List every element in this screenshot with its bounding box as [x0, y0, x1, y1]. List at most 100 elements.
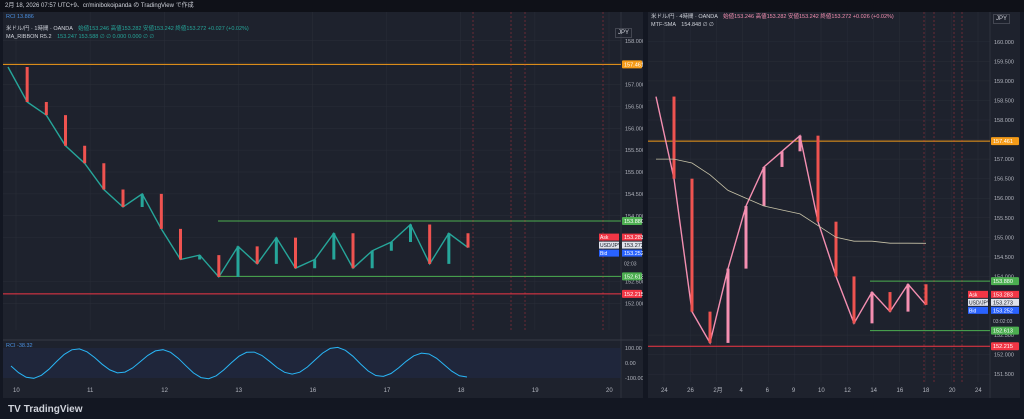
candle [726, 268, 730, 343]
candle [780, 151, 784, 167]
countdown-label: 03:02:03 [993, 319, 1013, 325]
candle [852, 276, 856, 324]
rci-line [10, 346, 468, 380]
candle [798, 135, 802, 152]
y-tick-label: 159.500 [994, 59, 1014, 65]
candle [255, 246, 259, 264]
candle [236, 246, 240, 277]
y-tick-label: 152.000 [994, 353, 1014, 359]
price-level-tag [991, 277, 1019, 286]
price-series-line [655, 96, 927, 345]
quote-tag-badge [968, 290, 988, 298]
left-chart-title: 米ドル/円 · 1時間 · OANDA 始値153.246 高値153.282 … [6, 26, 249, 33]
y-tick-label: 157.000 [625, 83, 643, 89]
candle [121, 189, 125, 207]
rci-badge: RCI 13.886 [6, 14, 34, 20]
price-level-label: 152.613 [624, 274, 643, 280]
quote-tag-value: 153.272 [624, 243, 643, 249]
rci-tick-label: -100.00 [625, 376, 643, 382]
left-title-text: 米ドル/円 · 1時間 · OANDA [6, 26, 73, 32]
left-indicator-row: MA_RIBBON R5.2 153.247 153.588 ∅ ∅ 0.000… [6, 34, 154, 41]
left-indicator-values: 153.247 153.588 ∅ ∅ 0.000 0.000 ∅ ∅ [57, 34, 155, 40]
y-tick-label: 156.000 [625, 126, 643, 132]
candle [447, 233, 451, 264]
quote-tag-value: 153.252 [993, 308, 1013, 314]
x-tick-label: 24 [975, 388, 982, 394]
logo-text: TradingView [23, 404, 83, 415]
left-chart-pane[interactable]: 158.000157.500157.000156.500156.000155.5… [3, 12, 645, 398]
candle [294, 237, 297, 269]
y-tick-label: 157.000 [994, 157, 1014, 163]
candle [140, 193, 144, 207]
y-tick-label: 154.500 [625, 192, 643, 198]
quote-tag-value-bg [991, 298, 1019, 306]
candle [409, 224, 412, 242]
y-tick-label: 152.000 [625, 301, 643, 307]
x-tick-label: 6 [766, 388, 770, 394]
y-tick-label: 158.000 [625, 39, 643, 45]
price-level-label: 153.880 [624, 219, 643, 225]
price-level-label: 152.215 [993, 344, 1013, 350]
candle [428, 224, 432, 264]
price-level-tag [622, 60, 642, 69]
right-ohlc: 始値153.246 高値153.282 安値153.242 終値153.272 … [723, 14, 894, 20]
right-chart-title: 米ドル/円 · 4時間 · OANDA 始値153.246 高値153.282 … [651, 14, 894, 21]
header-bar: 2月 18, 2026 07:57 UTC+9、cr/minibokoipand… [0, 0, 1024, 12]
candle [198, 255, 202, 260]
price-level-label: 157.461 [624, 62, 643, 68]
candle [690, 178, 694, 312]
quote-tag-label: USD/JPY [600, 243, 622, 249]
candle [672, 96, 676, 179]
rci-label: RCI -38.32 [6, 343, 33, 349]
right-chart-pane[interactable]: 160.000159.500159.000158.500158.000157.5… [648, 12, 1020, 398]
x-tick-label: 17 [384, 388, 391, 394]
left-chart-svg[interactable]: 158.000157.500157.000156.500156.000155.5… [3, 12, 645, 398]
candle [762, 166, 766, 207]
quote-tag-badge [968, 306, 988, 314]
quote-tag-value: 153.283 [624, 235, 643, 241]
left-currency-button[interactable]: JPY [615, 28, 633, 38]
candle [708, 311, 712, 343]
price-level-tag [622, 217, 642, 225]
x-tick-label: 18 [458, 388, 465, 394]
quote-tag-label: Bid [969, 308, 976, 314]
candle [64, 115, 67, 146]
footer [0, 398, 1024, 419]
price-level-tag [622, 272, 642, 281]
quote-tag-badge [599, 241, 619, 249]
candle [179, 228, 182, 260]
y-tick-label: 155.000 [994, 235, 1014, 241]
price-level-tag [991, 342, 1019, 351]
x-tick-label: 12 [844, 388, 851, 394]
quote-tag-badge [599, 233, 619, 241]
candle [25, 67, 29, 102]
y-tick-label: 158.500 [994, 98, 1014, 104]
candle [466, 233, 470, 248]
quote-tag-label: Ask [969, 292, 978, 298]
x-tick-label: 10 [818, 388, 825, 394]
quote-tag-value-bg [622, 233, 642, 241]
x-tick-label: 9 [792, 388, 796, 394]
rci-tick-label: 0.00 [625, 361, 636, 367]
x-tick-label: 18 [923, 388, 930, 394]
quote-tag-value-bg [622, 241, 642, 249]
right-currency-button[interactable]: JPY [993, 14, 1011, 24]
x-tick-label: 20 [606, 388, 613, 394]
y-tick-label: 160.000 [994, 40, 1014, 46]
candle [870, 292, 874, 324]
quote-tag-value-bg [622, 249, 642, 257]
quote-tag-label: Bid [600, 251, 607, 257]
x-tick-label: 24 [661, 388, 668, 394]
right-chart-svg[interactable]: 160.000159.500159.000158.500158.000157.5… [648, 12, 1020, 398]
x-tick-label: 4 [740, 388, 744, 394]
candle [834, 221, 838, 277]
price-level-label: 153.880 [993, 279, 1013, 285]
y-tick-label: 155.500 [994, 216, 1014, 222]
left-ohlc: 始値153.246 高値153.282 安値153.242 終値153.272 … [78, 26, 249, 32]
right-indicator-values: 154.848 ∅ ∅ [681, 22, 714, 28]
y-tick-label: 151.500 [994, 372, 1014, 378]
tradingview-logo[interactable]: TV TradingView [8, 404, 83, 415]
price-level-tag [622, 289, 642, 298]
candle [816, 135, 820, 222]
x-tick-label: 13 [235, 388, 242, 394]
